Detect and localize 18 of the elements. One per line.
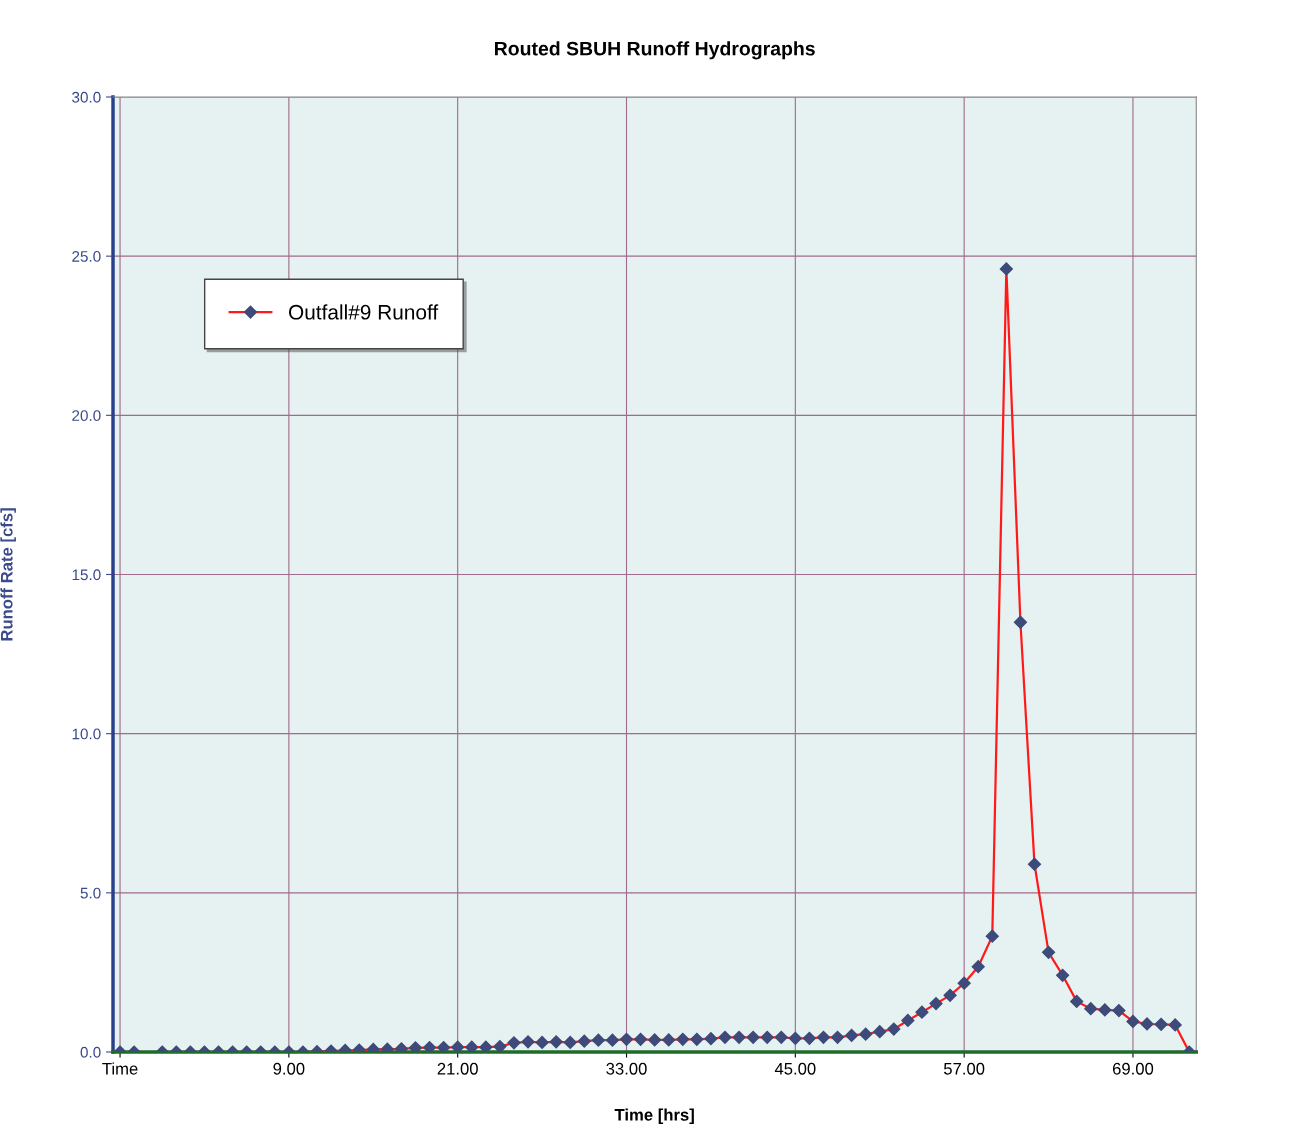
x-tick-label: 21.00	[437, 1062, 478, 1075]
y-tick-label: 5.0	[80, 887, 101, 899]
legend-label: Outfall#9 Runoff	[288, 304, 439, 320]
y-tick-label: 0.0	[80, 1046, 101, 1058]
y-tick-label: 15.0	[72, 569, 101, 581]
x-tick-label: 45.00	[774, 1062, 816, 1075]
y-tick-label: 20.0	[72, 410, 101, 422]
x-tick-label: 33.00	[606, 1062, 647, 1075]
y-tick-label: 10.0	[72, 728, 101, 740]
chart-title: Routed SBUH Runoff Hydrographs	[495, 41, 815, 60]
y-tick-label: 25.0	[72, 251, 101, 262]
x-tick-label: Time	[102, 1062, 138, 1075]
x-tick-label: 57.00	[943, 1062, 985, 1075]
x-tick-label: 9.00	[273, 1062, 305, 1075]
x-tick-label: 69.00	[1112, 1062, 1154, 1075]
x-axis-title: Time [hrs]	[614, 1108, 694, 1125]
y-tick-label: 30.0	[72, 91, 101, 103]
y-axis-title: Runoff Rate [cfs]	[0, 508, 16, 641]
